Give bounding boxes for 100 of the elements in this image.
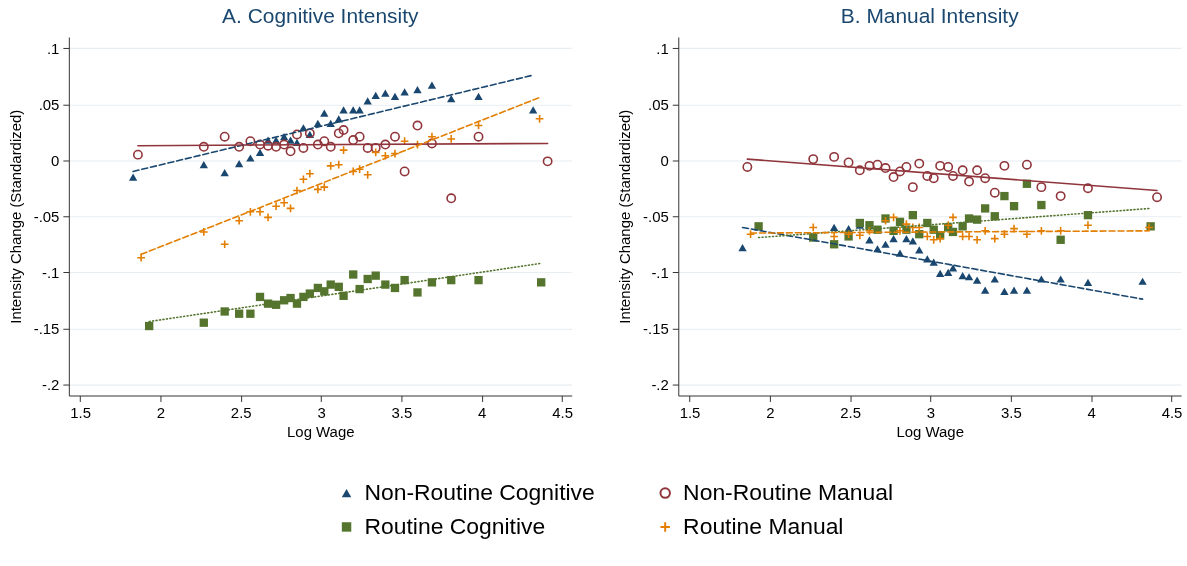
point (980, 173, 991, 184)
point (400, 275, 409, 285)
point (989, 187, 1000, 198)
point (446, 193, 457, 204)
y-axis-title: Intensity Change (Standardized) (6, 109, 24, 324)
point (929, 258, 938, 266)
point (220, 307, 229, 316)
point (326, 119, 335, 127)
point (1009, 286, 1019, 294)
point (279, 139, 290, 150)
point (928, 173, 939, 184)
point (1036, 182, 1047, 193)
x-tick-label: 3 (317, 403, 326, 421)
point (990, 275, 999, 283)
point (246, 154, 255, 162)
point (339, 291, 348, 300)
point (220, 168, 229, 177)
point (1056, 275, 1065, 283)
x-tick-label: 3.5 (1000, 403, 1022, 421)
point (427, 278, 437, 287)
point (542, 156, 553, 167)
point (907, 182, 918, 193)
y-tick-label: -.05 (33, 207, 60, 225)
point (957, 165, 968, 176)
point (1152, 192, 1163, 203)
point (964, 273, 974, 281)
chart-title: B. Manual Intensity (840, 4, 1020, 28)
y-tick-label: -.1 (651, 263, 669, 281)
point (880, 163, 891, 174)
point (355, 106, 364, 114)
point (319, 182, 329, 192)
point (901, 162, 912, 172)
point (537, 278, 546, 287)
point (219, 131, 230, 142)
point (292, 129, 302, 140)
point (843, 157, 854, 168)
point (234, 216, 244, 226)
point (1056, 235, 1065, 244)
point (334, 282, 343, 291)
point (944, 268, 953, 276)
point (958, 222, 967, 231)
y-tick-label: -.1 (41, 263, 60, 281)
point (888, 172, 899, 183)
point (381, 89, 390, 97)
point (914, 158, 925, 169)
point (390, 131, 400, 142)
legend-label: Routine Cognitive (364, 512, 546, 539)
point (474, 275, 483, 285)
point (399, 166, 410, 177)
point (980, 286, 990, 294)
point (864, 160, 875, 171)
point (426, 138, 437, 149)
x-tick-label: 4.5 (552, 403, 573, 421)
point (972, 235, 982, 245)
point (1000, 287, 1009, 295)
point (199, 227, 209, 237)
point (872, 159, 883, 170)
point (1083, 278, 1093, 286)
point (964, 214, 974, 223)
point (255, 292, 265, 302)
point (400, 88, 409, 96)
y-tick-label: .1 (656, 39, 669, 57)
point (326, 280, 335, 289)
point (136, 253, 146, 263)
point (922, 170, 933, 181)
point (362, 142, 373, 153)
point (854, 165, 865, 176)
point (1083, 220, 1093, 230)
point (908, 210, 918, 220)
point (865, 236, 874, 244)
point (972, 215, 982, 224)
point (1138, 277, 1147, 285)
point (326, 161, 336, 171)
point (320, 109, 329, 117)
point (199, 161, 208, 169)
x-tick-label: 4 (1087, 403, 1096, 421)
y-tick-label: -.2 (41, 375, 60, 393)
x-tick-label: 1.5 (679, 403, 701, 421)
point (1022, 286, 1032, 294)
point (255, 207, 265, 217)
point (881, 240, 890, 248)
x-tick-label: 1.5 (70, 403, 91, 421)
point (263, 140, 274, 151)
y-tick-label: -.2 (651, 375, 669, 393)
point (935, 160, 946, 171)
point (1022, 229, 1032, 239)
x-tick-label: 2.5 (230, 403, 252, 421)
point (1037, 200, 1046, 210)
y-tick-label: -.05 (643, 207, 669, 225)
x-tick-label: 3 (926, 403, 936, 421)
y-tick-label: 0 (660, 151, 669, 169)
point (865, 221, 874, 230)
point (935, 269, 945, 277)
x-axis-title: Log Wage (896, 422, 964, 440)
point (829, 223, 839, 232)
point (371, 91, 380, 99)
x-tick-label: 2.5 (840, 403, 862, 421)
point (338, 125, 349, 135)
point (298, 142, 309, 153)
x-tick-label: 2 (766, 403, 775, 421)
